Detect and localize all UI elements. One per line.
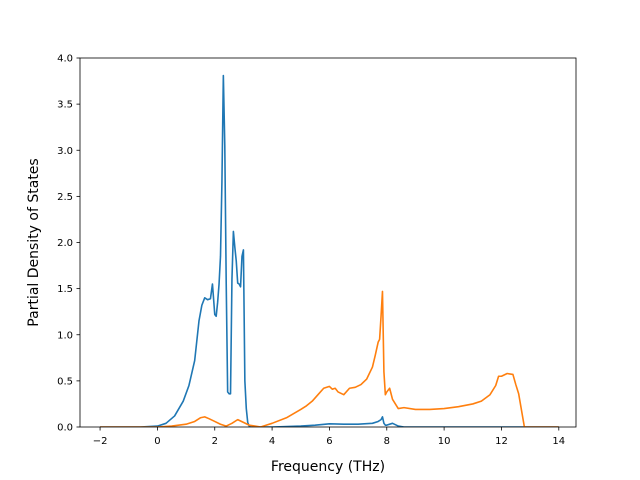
x-tick-label: −2 [93,436,108,447]
y-tick-label: 4.0 [57,54,73,65]
y-tick-label: 0.5 [57,376,73,387]
x-tick-label: 6 [326,436,332,447]
x-tick-label: 4 [269,436,275,447]
x-axis-label: Frequency (THz) [271,459,385,475]
x-tick-label: 8 [384,436,390,447]
y-tick-label: 1.5 [57,284,73,295]
x-tick-label: 12 [495,436,508,447]
y-tick-label: 2.0 [57,238,73,249]
x-tick-label: 10 [438,436,451,447]
y-tick-label: 2.5 [57,192,73,203]
x-tick-label: 14 [552,436,565,447]
y-tick-label: 3.0 [57,146,73,157]
series-line-1 [100,74,559,427]
x-tick-label: 0 [154,436,160,447]
y-tick-label: 1.0 [57,330,73,341]
y-tick-label: 0.0 [57,423,73,434]
x-axis: −2 0 2 4 6 8 10 12 14 [93,427,565,447]
series-line-2 [100,290,559,427]
y-tick-label: 3.5 [57,100,73,111]
x-tick-label: 2 [212,436,218,447]
series-layer [100,74,559,427]
y-axis: 0.0 0.5 1.0 1.5 2.0 2.5 3.0 3.5 4.0 [57,54,80,434]
y-axis-label: Partial Density of States [26,158,42,326]
